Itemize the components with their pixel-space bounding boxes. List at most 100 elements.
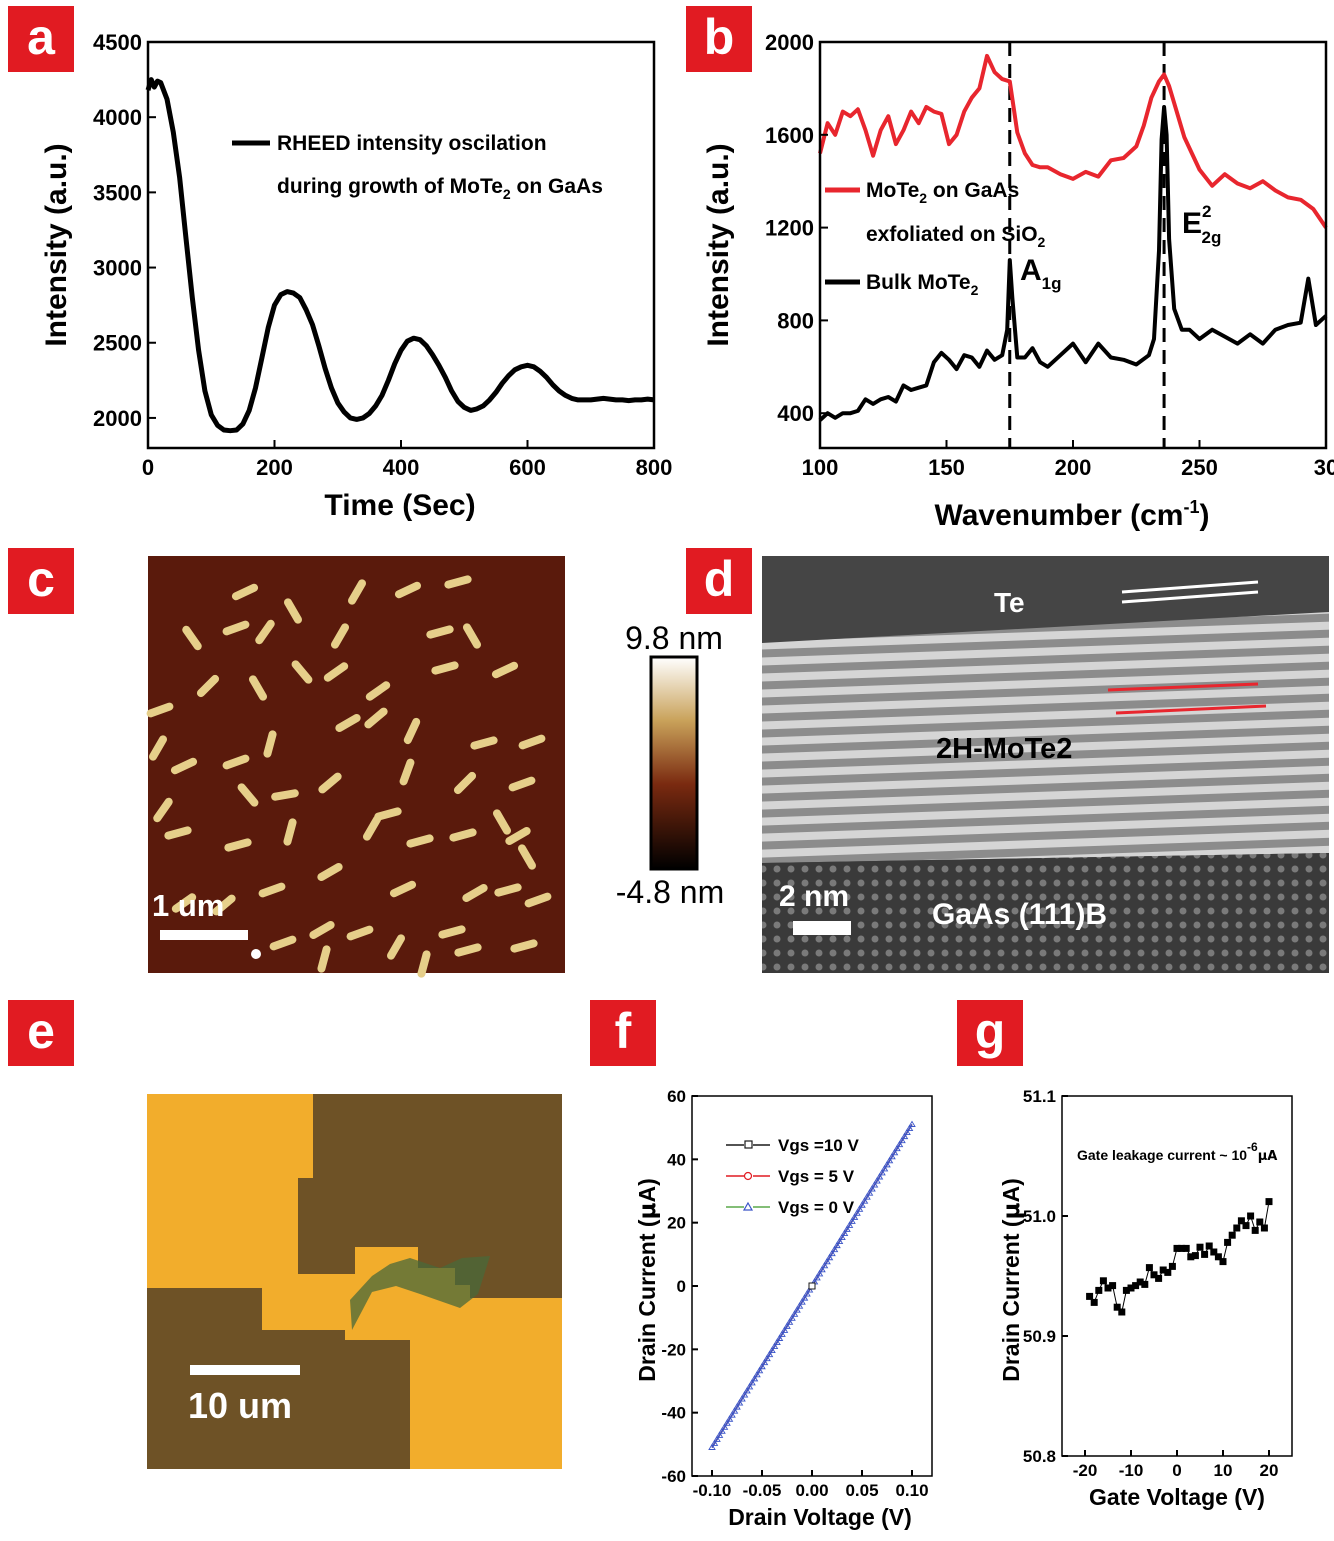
afm-nanorod xyxy=(454,943,482,957)
y-axis-label-f: Drain Current (μA) xyxy=(634,1178,661,1382)
x-tick-label: 200 xyxy=(1055,455,1092,480)
data-point-g xyxy=(1168,1262,1176,1270)
y-tick-label: -40 xyxy=(661,1404,686,1423)
x-tick-label: 200 xyxy=(256,455,293,480)
data-point-f xyxy=(770,1342,779,1350)
data-point-f xyxy=(788,1314,796,1321)
afm-nanorod xyxy=(453,771,477,795)
data-point-f xyxy=(878,1169,886,1176)
data-point-f xyxy=(740,1391,749,1398)
afm-nanorod xyxy=(153,797,173,823)
afm-nanorod xyxy=(231,583,259,601)
data-point-f xyxy=(713,1435,721,1442)
data-point-g xyxy=(1187,1253,1195,1261)
data-point-g xyxy=(1150,1271,1158,1279)
peak-label-e2g: E2 2g xyxy=(1182,202,1221,247)
data-point-g xyxy=(1127,1284,1135,1292)
data-point-f xyxy=(903,1128,911,1136)
x-tick-label: 30 xyxy=(1314,455,1334,480)
x-tick-label: 0 xyxy=(142,455,154,480)
data-point-f xyxy=(765,1350,774,1358)
dot-marker xyxy=(251,949,261,959)
data-point-f xyxy=(805,1286,814,1293)
data-point-g xyxy=(1159,1266,1167,1274)
data-point-f xyxy=(780,1326,789,1333)
label-te: Te xyxy=(994,587,1025,618)
data-point-g xyxy=(1104,1284,1112,1292)
afm-nanorod xyxy=(258,882,286,898)
data-point-f xyxy=(870,1181,879,1188)
data-point-g xyxy=(1132,1282,1140,1290)
afm-nanorod xyxy=(518,844,536,870)
data-point-f xyxy=(840,1229,849,1236)
data-point-g xyxy=(1260,1224,1268,1232)
data-point-f xyxy=(893,1144,901,1152)
data-point-f xyxy=(718,1427,726,1434)
afm-nanorod xyxy=(149,735,167,761)
data-point-f xyxy=(863,1193,871,1200)
scalebar-e xyxy=(190,1365,300,1375)
afm-nanorod xyxy=(462,884,488,902)
afm-nanorod xyxy=(323,662,349,682)
data-point-f xyxy=(730,1407,739,1414)
panel-label-c: c xyxy=(8,548,74,614)
mote2-layers xyxy=(762,612,1329,863)
x-tick-label: 20 xyxy=(1260,1461,1279,1480)
data-point-g xyxy=(1265,1198,1273,1206)
data-point-g xyxy=(1090,1298,1098,1306)
x-axis-label-a: Time (Sec) xyxy=(324,489,475,522)
data-point-f xyxy=(745,1383,754,1390)
afm-nanorod xyxy=(470,736,498,750)
peak-label-a1g: A1g xyxy=(1020,254,1062,293)
data-point-f xyxy=(885,1156,894,1164)
data-point-g xyxy=(1145,1264,1153,1272)
data-point-f xyxy=(845,1221,854,1228)
data-point-f xyxy=(720,1423,729,1430)
afm-nanorod xyxy=(387,934,405,960)
series-bulk-mote2 xyxy=(818,105,1328,422)
data-point-f xyxy=(733,1403,741,1410)
x-tick-label: 150 xyxy=(928,455,965,480)
y-tick-label: 40 xyxy=(667,1150,686,1169)
afm-nanorod xyxy=(164,826,192,840)
data-point-f xyxy=(815,1270,824,1277)
afm-nanorod xyxy=(224,838,252,852)
afm-nanorod xyxy=(363,815,381,841)
x-tick-label: 100 xyxy=(802,455,839,480)
data-point-f xyxy=(728,1411,736,1418)
afm-nanorod xyxy=(283,818,297,846)
data-point-g xyxy=(1219,1258,1227,1266)
afm-nanorod xyxy=(524,892,552,908)
y-axis-label-a: Intensity (a.u.) xyxy=(40,143,73,346)
afm-nanorod xyxy=(237,783,259,807)
afm-nanorod xyxy=(309,921,335,939)
x-tick-label: -20 xyxy=(1073,1461,1098,1480)
data-point-g xyxy=(1136,1278,1144,1286)
y-tick-label: 1200 xyxy=(765,216,814,241)
afm-nanorod xyxy=(255,619,275,645)
afm-panel-c: 1 um 9.8 nm -4.8 nm xyxy=(146,556,724,978)
x-tick-label: -10 xyxy=(1119,1461,1144,1480)
data-point-f xyxy=(873,1177,881,1184)
legend-vgs10: Vgs =10 V xyxy=(778,1136,859,1155)
chart-f: -0.10 -0.05 0.00 0.05 0.10 -60 -40 -20 0 20 40 60 V… xyxy=(634,1087,933,1530)
x-tick-label: 0.00 xyxy=(795,1481,828,1500)
data-point-f xyxy=(803,1290,811,1297)
afm-nanorod xyxy=(399,758,415,786)
data-point-g xyxy=(1256,1218,1264,1226)
data-point-g xyxy=(1210,1248,1218,1256)
data-point-f xyxy=(895,1140,904,1148)
x-tick-label: -0.05 xyxy=(743,1481,782,1500)
afm-nanorod xyxy=(449,828,477,842)
x-tick-label: 0 xyxy=(1172,1461,1181,1480)
data-point-f xyxy=(760,1358,769,1366)
data-point-f xyxy=(908,1120,916,1127)
afm-nanorod xyxy=(444,575,472,589)
data-point-g xyxy=(1086,1292,1094,1300)
y-tick-label: 4000 xyxy=(93,105,142,130)
afm-nanorod xyxy=(346,925,374,941)
substrate-upper xyxy=(298,1094,562,1298)
data-point-f xyxy=(855,1205,864,1212)
data-point-f xyxy=(833,1241,841,1249)
data-point-f xyxy=(800,1294,809,1301)
